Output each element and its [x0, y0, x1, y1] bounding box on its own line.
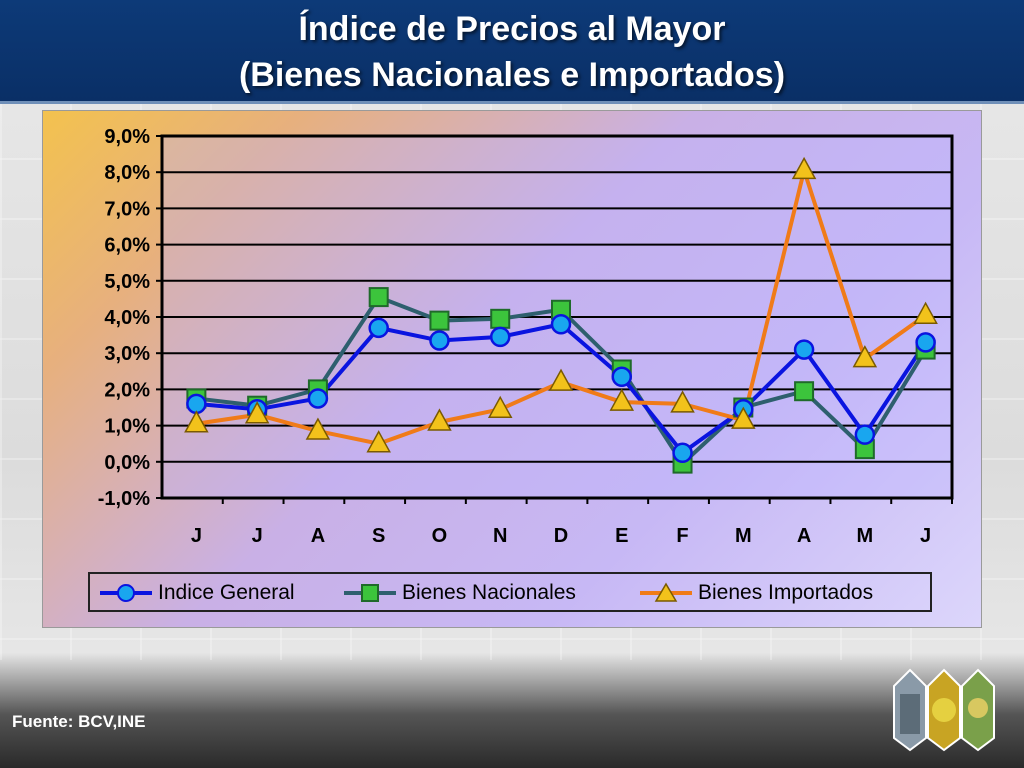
- x-tick-label: S: [372, 525, 385, 547]
- x-tick-label: J: [920, 525, 931, 547]
- data-point-indice-general: [368, 317, 389, 339]
- data-point-bienes-importados: [731, 406, 756, 429]
- legend-swatch-bienes-importados: [640, 582, 692, 602]
- data-point-bienes-importados: [487, 395, 513, 419]
- data-point-bienes-nacionales: [429, 310, 450, 331]
- data-point-indice-general: [307, 388, 329, 409]
- line-chart: -1,0% 0,0% 1,0% 2,0% 3,0% 4,0% 5,0% 6,0% 7,0% 8,0…: [98, 126, 954, 547]
- y-tick-label: 5,0%: [104, 271, 150, 293]
- chart-panel: [42, 110, 982, 628]
- data-point-indice-general: [550, 313, 572, 335]
- legend-swatch-indice-general: [100, 584, 152, 602]
- y-tick-label: 3,0%: [104, 343, 150, 365]
- y-tick-label: 8,0%: [104, 162, 150, 184]
- legend-label-bienes-nacionales: Bienes Nacionales: [402, 581, 576, 604]
- legend-swatch-bienes-nacionales: [344, 584, 396, 602]
- y-tick-label: -1,0%: [98, 488, 150, 510]
- x-tick-label: N: [493, 525, 507, 547]
- plot-frame: [160, 134, 954, 500]
- legend-item-indice-general: Indice General: [98, 580, 295, 606]
- x-tick-label: J: [191, 525, 202, 547]
- data-point-indice-general: [793, 339, 815, 360]
- x-tick-label: A: [311, 525, 325, 547]
- data-point-bienes-nacionales: [368, 287, 389, 308]
- chart-legend: Indice General Bienes Nacionales Bienes …: [88, 572, 932, 612]
- data-point-indice-general: [611, 366, 633, 387]
- data-point-bienes-importados: [305, 417, 331, 440]
- x-tick-label: M: [857, 525, 874, 547]
- legend-item-bienes-nacionales: Bienes Nacionales: [342, 580, 576, 606]
- legend-label-indice-general: Indice General: [158, 581, 295, 604]
- data-point-bienes-importados: [184, 410, 209, 433]
- y-tick-label: 6,0%: [104, 235, 150, 257]
- data-point-indice-general: [672, 442, 693, 463]
- y-tick-label: 7,0%: [104, 198, 150, 220]
- data-point-bienes-importados: [791, 156, 817, 180]
- x-tick-label: E: [615, 525, 628, 547]
- institution-logo-icon: [893, 668, 995, 752]
- data-point-bienes-nacionales: [794, 381, 815, 402]
- x-tick-label: F: [676, 525, 688, 547]
- y-tick-label: 9,0%: [104, 126, 150, 148]
- title-bar: Índice de Precios al Mayor (Bienes Nacio…: [0, 0, 1024, 104]
- data-point-bienes-importados: [670, 390, 695, 413]
- data-point-indice-general: [915, 332, 936, 353]
- data-point-bienes-importados: [609, 388, 635, 411]
- y-tick-label: 0,0%: [104, 452, 150, 474]
- data-point-indice-general: [186, 393, 207, 415]
- data-point-bienes-importados: [548, 368, 574, 391]
- data-point-indice-general: [429, 330, 450, 351]
- page-subtitle: (Bienes Nacionales e Importados): [238, 56, 786, 94]
- data-point-bienes-importados: [244, 401, 270, 424]
- data-point-bienes-importados: [913, 301, 938, 324]
- data-point-bienes-importados: [427, 408, 452, 431]
- data-point-indice-general: [854, 424, 876, 445]
- y-tick-label: 1,0%: [104, 416, 150, 438]
- page-title: Índice de Precios al Mayor: [298, 10, 726, 48]
- y-tick-label: 2,0%: [104, 379, 150, 401]
- data-point-bienes-importados: [852, 345, 878, 368]
- data-point-bienes-importados: [366, 430, 391, 453]
- x-tick-label: D: [554, 525, 568, 547]
- x-tick-label: O: [432, 525, 448, 547]
- legend-label-bienes-importados: Bienes Importados: [698, 581, 874, 604]
- source-note: Fuente: BCV,INE: [12, 712, 146, 731]
- x-tick-label: J: [252, 525, 263, 547]
- data-point-indice-general: [489, 326, 511, 348]
- y-tick-label: 4,0%: [104, 307, 150, 329]
- x-tick-label: M: [735, 525, 752, 547]
- data-point-bienes-nacionales: [490, 308, 511, 329]
- legend-item-bienes-importados: Bienes Importados: [638, 580, 873, 606]
- x-tick-label: A: [797, 525, 811, 547]
